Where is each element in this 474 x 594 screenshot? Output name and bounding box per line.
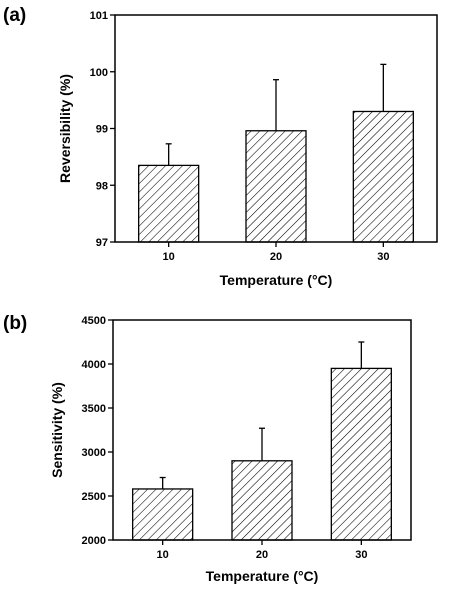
- bar: [245, 130, 307, 243]
- x-tick-label: 30: [355, 549, 367, 561]
- x-tick-label: 30: [377, 251, 389, 263]
- bar: [231, 460, 293, 541]
- y-tick-label: 2000: [82, 535, 106, 547]
- panel-b-chart: 2000 2500 3000 3500 4000 4500 10 20 30 Temperatur…: [3, 313, 412, 584]
- y-tick-label: 97: [96, 237, 108, 249]
- y-tick-label: 3500: [82, 403, 106, 415]
- bar: [138, 164, 200, 243]
- y-axis-title: Sensitivity (%): [49, 382, 65, 478]
- panel-label: (b): [3, 313, 27, 334]
- x-axis-title: Temperature (°C): [220, 272, 333, 288]
- x-axis-title: Temperature (°C): [206, 568, 319, 584]
- x-tick-label: 10: [163, 251, 175, 263]
- y-tick-label: 4000: [82, 359, 106, 371]
- y-axis-title: Reversibility (%): [57, 74, 73, 183]
- x-tick-label: 10: [157, 549, 169, 561]
- y-tick-label: 100: [90, 67, 108, 79]
- x-tick-label: 20: [270, 251, 282, 263]
- x-tick-label: 20: [256, 549, 268, 561]
- y-tick-label: 4500: [82, 315, 106, 327]
- y-tick-label: 2500: [82, 491, 106, 503]
- y-tick-label: 101: [90, 10, 108, 22]
- y-tick-label: 98: [96, 180, 108, 192]
- bar: [132, 488, 194, 541]
- panel-a-chart: 97 98 99 100 101 10 20 30 Temperature (°C) Revers…: [3, 5, 438, 288]
- bar: [352, 110, 414, 243]
- y-tick-label: 99: [96, 124, 108, 136]
- y-tick-label: 3000: [82, 447, 106, 459]
- bar: [330, 367, 392, 541]
- panel-label: (a): [3, 5, 26, 26]
